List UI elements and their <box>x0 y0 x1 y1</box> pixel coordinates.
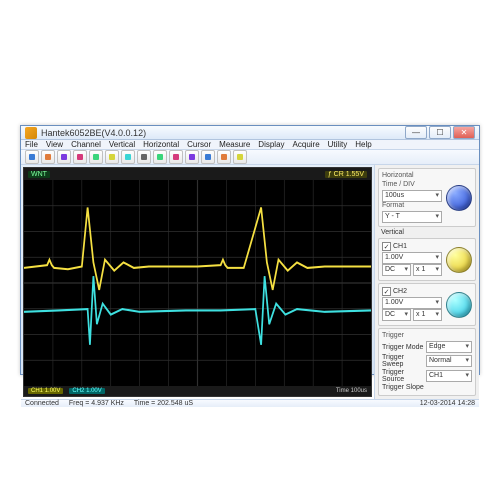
tool-print-icon[interactable] <box>73 150 87 164</box>
ch1-coupling-select[interactable]: DC <box>382 264 411 276</box>
ch2-group: ✓CH2 1.00V DC x 1 <box>378 283 476 326</box>
scope-status-left: WNT <box>28 171 50 178</box>
oscilloscope-display: WNT ƒ CR 1.55V <box>23 167 372 397</box>
status-datetime: 12-03-2014 14:28 <box>420 400 475 407</box>
trigger-sweep-label: Trigger Sweep <box>382 354 424 368</box>
close-button[interactable]: ✕ <box>453 126 475 139</box>
menu-measure[interactable]: Measure <box>219 140 250 149</box>
format-select[interactable]: Y - T <box>382 211 442 223</box>
trigger-slope-label: Trigger Slope <box>382 384 472 391</box>
ch1-group: ✓CH1 1.00V DC x 1 <box>378 238 476 281</box>
window-controls: — ☐ ✕ <box>405 126 475 139</box>
trigger-sweep-select[interactable]: Normal <box>426 355 472 367</box>
menu-horizontal[interactable]: Horizontal <box>143 140 179 149</box>
scope-status-right: ƒ CR 1.55V <box>325 171 367 178</box>
ch2-knob[interactable] <box>446 292 472 318</box>
waveform-svg <box>24 180 371 386</box>
ch2-volt-select[interactable]: 1.00V <box>382 297 442 309</box>
menu-vertical[interactable]: Vertical <box>109 140 135 149</box>
tool-single-icon[interactable] <box>121 150 135 164</box>
menu-channel[interactable]: Channel <box>71 140 101 149</box>
trigger-title: Trigger <box>382 332 472 339</box>
ch1-probe-select[interactable]: x 1 <box>413 264 442 276</box>
menu-acquire[interactable]: Acquire <box>293 140 320 149</box>
menu-utility[interactable]: Utility <box>328 140 348 149</box>
menubar: File View Channel Vertical Horizontal Cu… <box>21 140 479 150</box>
horizontal-title: Horizontal <box>382 172 442 179</box>
tool-save-icon[interactable] <box>57 150 71 164</box>
toolbar <box>21 150 479 165</box>
trigger-source-select[interactable]: CH1 <box>426 370 472 382</box>
app-icon <box>25 127 37 139</box>
app-window: Hantek6052BE(V4.0.0.12) — ☐ ✕ File View … <box>20 125 480 375</box>
tool-help-icon[interactable] <box>233 150 247 164</box>
status-freq: Freq = 4.937 KHz <box>69 400 124 407</box>
titlebar: Hantek6052BE(V4.0.0.12) — ☐ ✕ <box>21 126 479 140</box>
trigger-source-label: Trigger Source <box>382 369 424 383</box>
control-panel: Horizontal Time / DIV 100us Format Y - T… <box>374 165 479 399</box>
menu-help[interactable]: Help <box>355 140 371 149</box>
ch2-tag: CH2 1.00V <box>69 388 104 394</box>
ch1-label: CH1 <box>393 243 407 250</box>
menu-display[interactable]: Display <box>258 140 284 149</box>
ch1-checkbox[interactable]: ✓ <box>382 242 391 251</box>
menu-file[interactable]: File <box>25 140 38 149</box>
timediv-select[interactable]: 100us <box>382 190 442 202</box>
scope-footer: CH1 1.00V CH2 1.00V Time 100us <box>24 386 371 396</box>
waveform-area[interactable] <box>24 180 371 386</box>
tool-run-icon[interactable] <box>89 150 103 164</box>
tool-setup-icon[interactable] <box>217 150 231 164</box>
trigger-mode-label: Trigger Mode <box>382 344 424 351</box>
format-label: Format <box>382 202 442 209</box>
tool-cursor-icon[interactable] <box>153 150 167 164</box>
window-title: Hantek6052BE(V4.0.0.12) <box>41 128 405 138</box>
tool-new-icon[interactable] <box>25 150 39 164</box>
ch1-tag: CH1 1.00V <box>28 388 63 394</box>
tool-fft-icon[interactable] <box>185 150 199 164</box>
horizontal-knob[interactable] <box>446 185 472 211</box>
ch2-coupling-select[interactable]: DC <box>382 309 411 321</box>
status-connected: Connected <box>25 400 59 407</box>
content-area: WNT ƒ CR 1.55V <box>21 165 479 399</box>
minimize-button[interactable]: — <box>405 126 427 139</box>
statusbar: Connected Freq = 4.937 KHz Time = 202.54… <box>21 399 479 407</box>
tool-auto-icon[interactable] <box>137 150 151 164</box>
tool-measure-icon[interactable] <box>169 150 183 164</box>
tool-zoom-icon[interactable] <box>201 150 215 164</box>
scope-header: WNT ƒ CR 1.55V <box>24 168 371 180</box>
tool-open-icon[interactable] <box>41 150 55 164</box>
trigger-group: Trigger Trigger ModeEdge Trigger SweepNo… <box>378 328 476 396</box>
maximize-button[interactable]: ☐ <box>429 126 451 139</box>
menu-cursor[interactable]: Cursor <box>187 140 211 149</box>
time-tag: Time 100us <box>336 388 367 394</box>
menu-view[interactable]: View <box>46 140 63 149</box>
trigger-mode-select[interactable]: Edge <box>426 341 472 353</box>
ch2-checkbox[interactable]: ✓ <box>382 287 391 296</box>
ch2-probe-select[interactable]: x 1 <box>413 309 442 321</box>
ch1-knob[interactable] <box>446 247 472 273</box>
vertical-title: Vertical <box>378 229 476 236</box>
horizontal-group: Horizontal Time / DIV 100us Format Y - T <box>378 168 476 227</box>
tool-stop-icon[interactable] <box>105 150 119 164</box>
timediv-label: Time / DIV <box>382 181 442 188</box>
status-time: Time = 202.548 uS <box>134 400 193 407</box>
ch1-volt-select[interactable]: 1.00V <box>382 252 442 264</box>
ch2-label: CH2 <box>393 288 407 295</box>
